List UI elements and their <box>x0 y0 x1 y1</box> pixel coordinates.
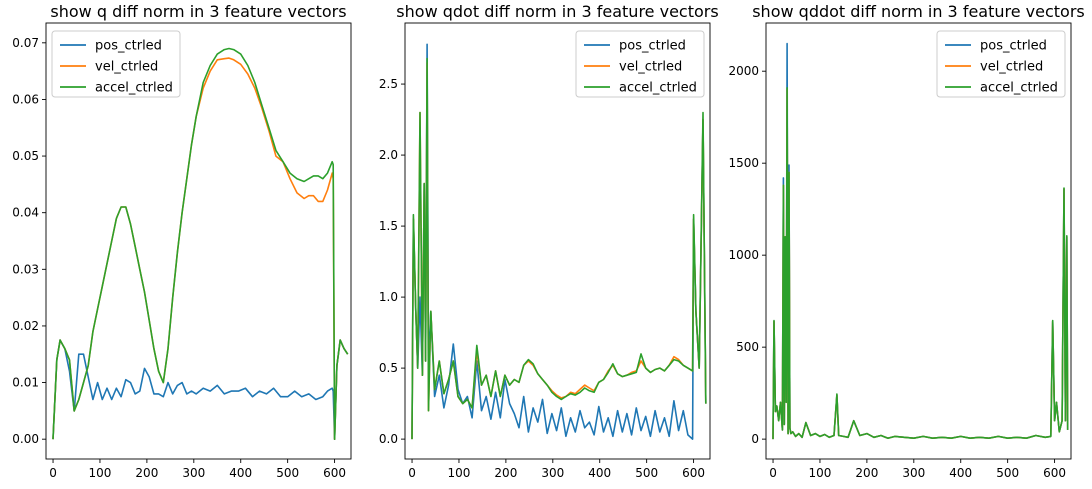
y-tick-label: 0.07 <box>12 36 39 50</box>
x-tick-label: 600 <box>682 466 705 480</box>
y-tick-label: 0.5 <box>379 361 398 375</box>
series-group <box>411 43 707 440</box>
y-tick-label: 0.06 <box>12 92 39 106</box>
x-tick-label: 0 <box>408 466 416 480</box>
legend: pos_ctrled vel_ctrled accel_ctrled <box>575 30 705 98</box>
legend-label-accel_ctrled: accel_ctrled <box>619 81 697 96</box>
x-tick-label: 500 <box>635 466 658 480</box>
x-tick-label: 100 <box>89 466 112 480</box>
legend-label-pos_ctrled: pos_ctrled <box>619 39 686 54</box>
legend-label-vel_ctrled: vel_ctrled <box>95 60 158 75</box>
x-tick-label: 300 <box>902 466 925 480</box>
x-tick-label: 100 <box>809 466 832 480</box>
y-tick-label: 0.04 <box>12 206 39 220</box>
y-tick-label: 2.0 <box>379 148 398 162</box>
x-tick-label: 500 <box>996 466 1019 480</box>
x-tick-label: 100 <box>448 466 471 480</box>
chart-panel-2: show qdot diff norm in 3 feature vectors… <box>379 2 719 480</box>
y-tick-label: 0.05 <box>12 149 39 163</box>
legend: pos_ctrled vel_ctrled accel_ctrled <box>936 30 1066 98</box>
legend-label-vel_ctrled: vel_ctrled <box>980 60 1043 75</box>
y-tick-label: 2.5 <box>379 77 398 91</box>
y-tick-label: 1.5 <box>379 219 398 233</box>
series-line-accel_ctrled <box>52 47 349 441</box>
y-tick-label: 0.01 <box>12 376 39 390</box>
x-tick-label: 400 <box>949 466 972 480</box>
chart-title: show q diff norm in 3 feature vectors <box>50 2 346 21</box>
x-tick-label: 400 <box>229 466 252 480</box>
legend-label-accel_ctrled: accel_ctrled <box>95 81 173 96</box>
chart-panel-1: show q diff norm in 3 feature vectors 0 10… <box>12 2 352 480</box>
y-tick-label: 0.00 <box>12 432 39 446</box>
x-tick-label: 200 <box>855 466 878 480</box>
y-tick-label: 500 <box>736 340 759 354</box>
y-tick-label: 0.0 <box>379 432 398 446</box>
legend-label-pos_ctrled: pos_ctrled <box>95 39 162 54</box>
x-tick-label: 200 <box>494 466 517 480</box>
series-line-accel_ctrled <box>772 87 1069 440</box>
axes-frame <box>404 22 711 460</box>
x-tick-label: 400 <box>588 466 611 480</box>
legend-label-pos_ctrled: pos_ctrled <box>980 39 1047 54</box>
y-tick-label: 0.02 <box>12 319 39 333</box>
x-tick-label: 600 <box>323 466 346 480</box>
x-tick-label: 300 <box>182 466 205 480</box>
chart-panel-3: show qddot diff norm in 3 feature vector… <box>728 2 1084 480</box>
y-tick-label: 0.03 <box>12 262 39 276</box>
legend-box <box>51 30 181 98</box>
series-group <box>52 47 349 441</box>
x-tick-label: 0 <box>769 466 777 480</box>
axes-frame <box>45 22 352 460</box>
chart-title: show qdot diff norm in 3 feature vectors <box>396 2 718 21</box>
series-line-accel_ctrled <box>411 57 707 440</box>
legend-box <box>936 30 1066 98</box>
legend-label-accel_ctrled: accel_ctrled <box>980 81 1058 96</box>
legend-label-vel_ctrled: vel_ctrled <box>619 60 682 75</box>
x-tick-label: 500 <box>276 466 299 480</box>
y-tick-label: 1500 <box>728 156 759 170</box>
series-line-pos_ctrled <box>411 43 707 440</box>
axes-frame <box>765 22 1072 460</box>
series-line-pos_ctrled <box>52 339 349 441</box>
legend: pos_ctrled vel_ctrled accel_ctrled <box>51 30 181 98</box>
series-group <box>772 42 1069 440</box>
x-tick-label: 600 <box>1043 466 1066 480</box>
x-tick-label: 0 <box>49 466 57 480</box>
y-tick-label: 2000 <box>728 64 759 78</box>
chart-title: show qddot diff norm in 3 feature vector… <box>752 2 1085 21</box>
y-tick-label: 1000 <box>728 248 759 262</box>
y-tick-label: 0 <box>751 432 759 446</box>
y-tick-label: 1.0 <box>379 290 398 304</box>
x-tick-label: 300 <box>541 466 564 480</box>
legend-box <box>575 30 705 98</box>
x-tick-label: 200 <box>135 466 158 480</box>
